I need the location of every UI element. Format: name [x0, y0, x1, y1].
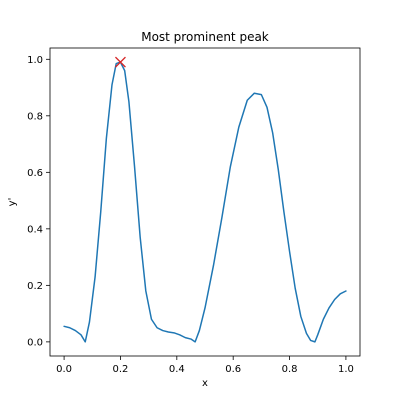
series-layer: [63, 61, 347, 343]
y-tick-label: 1.0: [27, 55, 43, 66]
x-axis-ticks: 0.0 0.2 0.4 0.6 0.8 1.0: [56, 356, 354, 375]
x-tick-label: 1.0: [338, 364, 354, 375]
y-tick-label: 0.6: [27, 168, 43, 179]
y-tick-label: 0.4: [27, 224, 43, 235]
y-tick-label: 0.8: [27, 111, 43, 122]
y-tick-label: 0.0: [27, 337, 43, 348]
y-axis-ticks: 0.0 0.2 0.4 0.6 0.8 1.0: [27, 55, 50, 348]
plot-frame: [49, 47, 361, 357]
x-axis-label: x: [202, 378, 208, 389]
peak-marker: [114, 56, 126, 68]
series-line-0: [63, 61, 347, 343]
x-tick-label: 0.4: [169, 364, 185, 375]
y-tick-label: 0.2: [27, 281, 43, 292]
peak-marker-stroke-b: [114, 56, 126, 68]
x-tick-label: 0.0: [56, 364, 72, 375]
marker-layer: [114, 56, 126, 68]
x-tick-label: 0.2: [113, 364, 129, 375]
y-axis-label: y': [7, 198, 18, 207]
x-tick-label: 0.8: [282, 364, 298, 375]
chart-title: Most prominent peak: [141, 30, 269, 44]
x-tick-label: 0.6: [225, 364, 241, 375]
